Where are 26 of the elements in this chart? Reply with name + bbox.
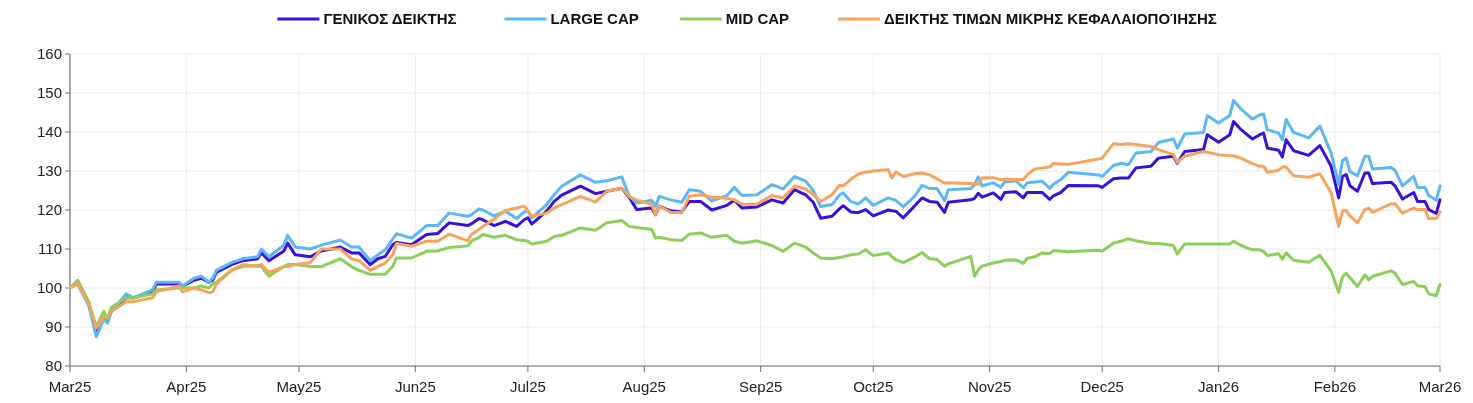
x-tick-label: Aug25: [622, 378, 666, 395]
x-tick-label: Jan26: [1198, 378, 1239, 395]
x-tick-label: Oct25: [853, 378, 894, 395]
legend-label: ΔΕΙΚΤΗΣ ΤΙΜΩΝ ΜΙΚΡΗΣ ΚΕΦΑΛΑΙΟΠΟΊΗΣΗΣ: [884, 10, 1217, 28]
y-tick-label: 80: [45, 357, 62, 375]
x-tick-label: Jul25: [509, 378, 546, 395]
y-tick-label: 120: [36, 201, 62, 219]
x-tick-label: Dec25: [1080, 378, 1124, 395]
x-tick-label: Nov25: [967, 378, 1012, 395]
x-tick-label: Feb26: [1313, 378, 1357, 395]
x-tick-label: May25: [276, 378, 322, 395]
y-tick-label: 160: [36, 45, 62, 63]
x-tick-label: Sep25: [738, 378, 783, 395]
x-tick-label: Mar25: [48, 378, 92, 395]
legend-label: LARGE CAP: [550, 10, 639, 28]
legend-label: MID CAP: [725, 10, 790, 28]
x-tick-label: Mar26: [1418, 378, 1462, 395]
y-tick-label: 150: [36, 84, 62, 102]
y-tick-label: 130: [36, 162, 62, 180]
legend-label: ΓΕΝΙΚΟΣ ΔΕΙΚΤΗΣ: [323, 10, 457, 28]
y-tick-label: 90: [45, 318, 62, 336]
y-tick-label: 100: [36, 279, 62, 297]
y-tick-label: 110: [38, 240, 62, 258]
x-tick-label: Apr25: [166, 378, 207, 395]
x-tick-label: Jun25: [394, 378, 436, 395]
y-tick-label: 140: [36, 123, 62, 141]
